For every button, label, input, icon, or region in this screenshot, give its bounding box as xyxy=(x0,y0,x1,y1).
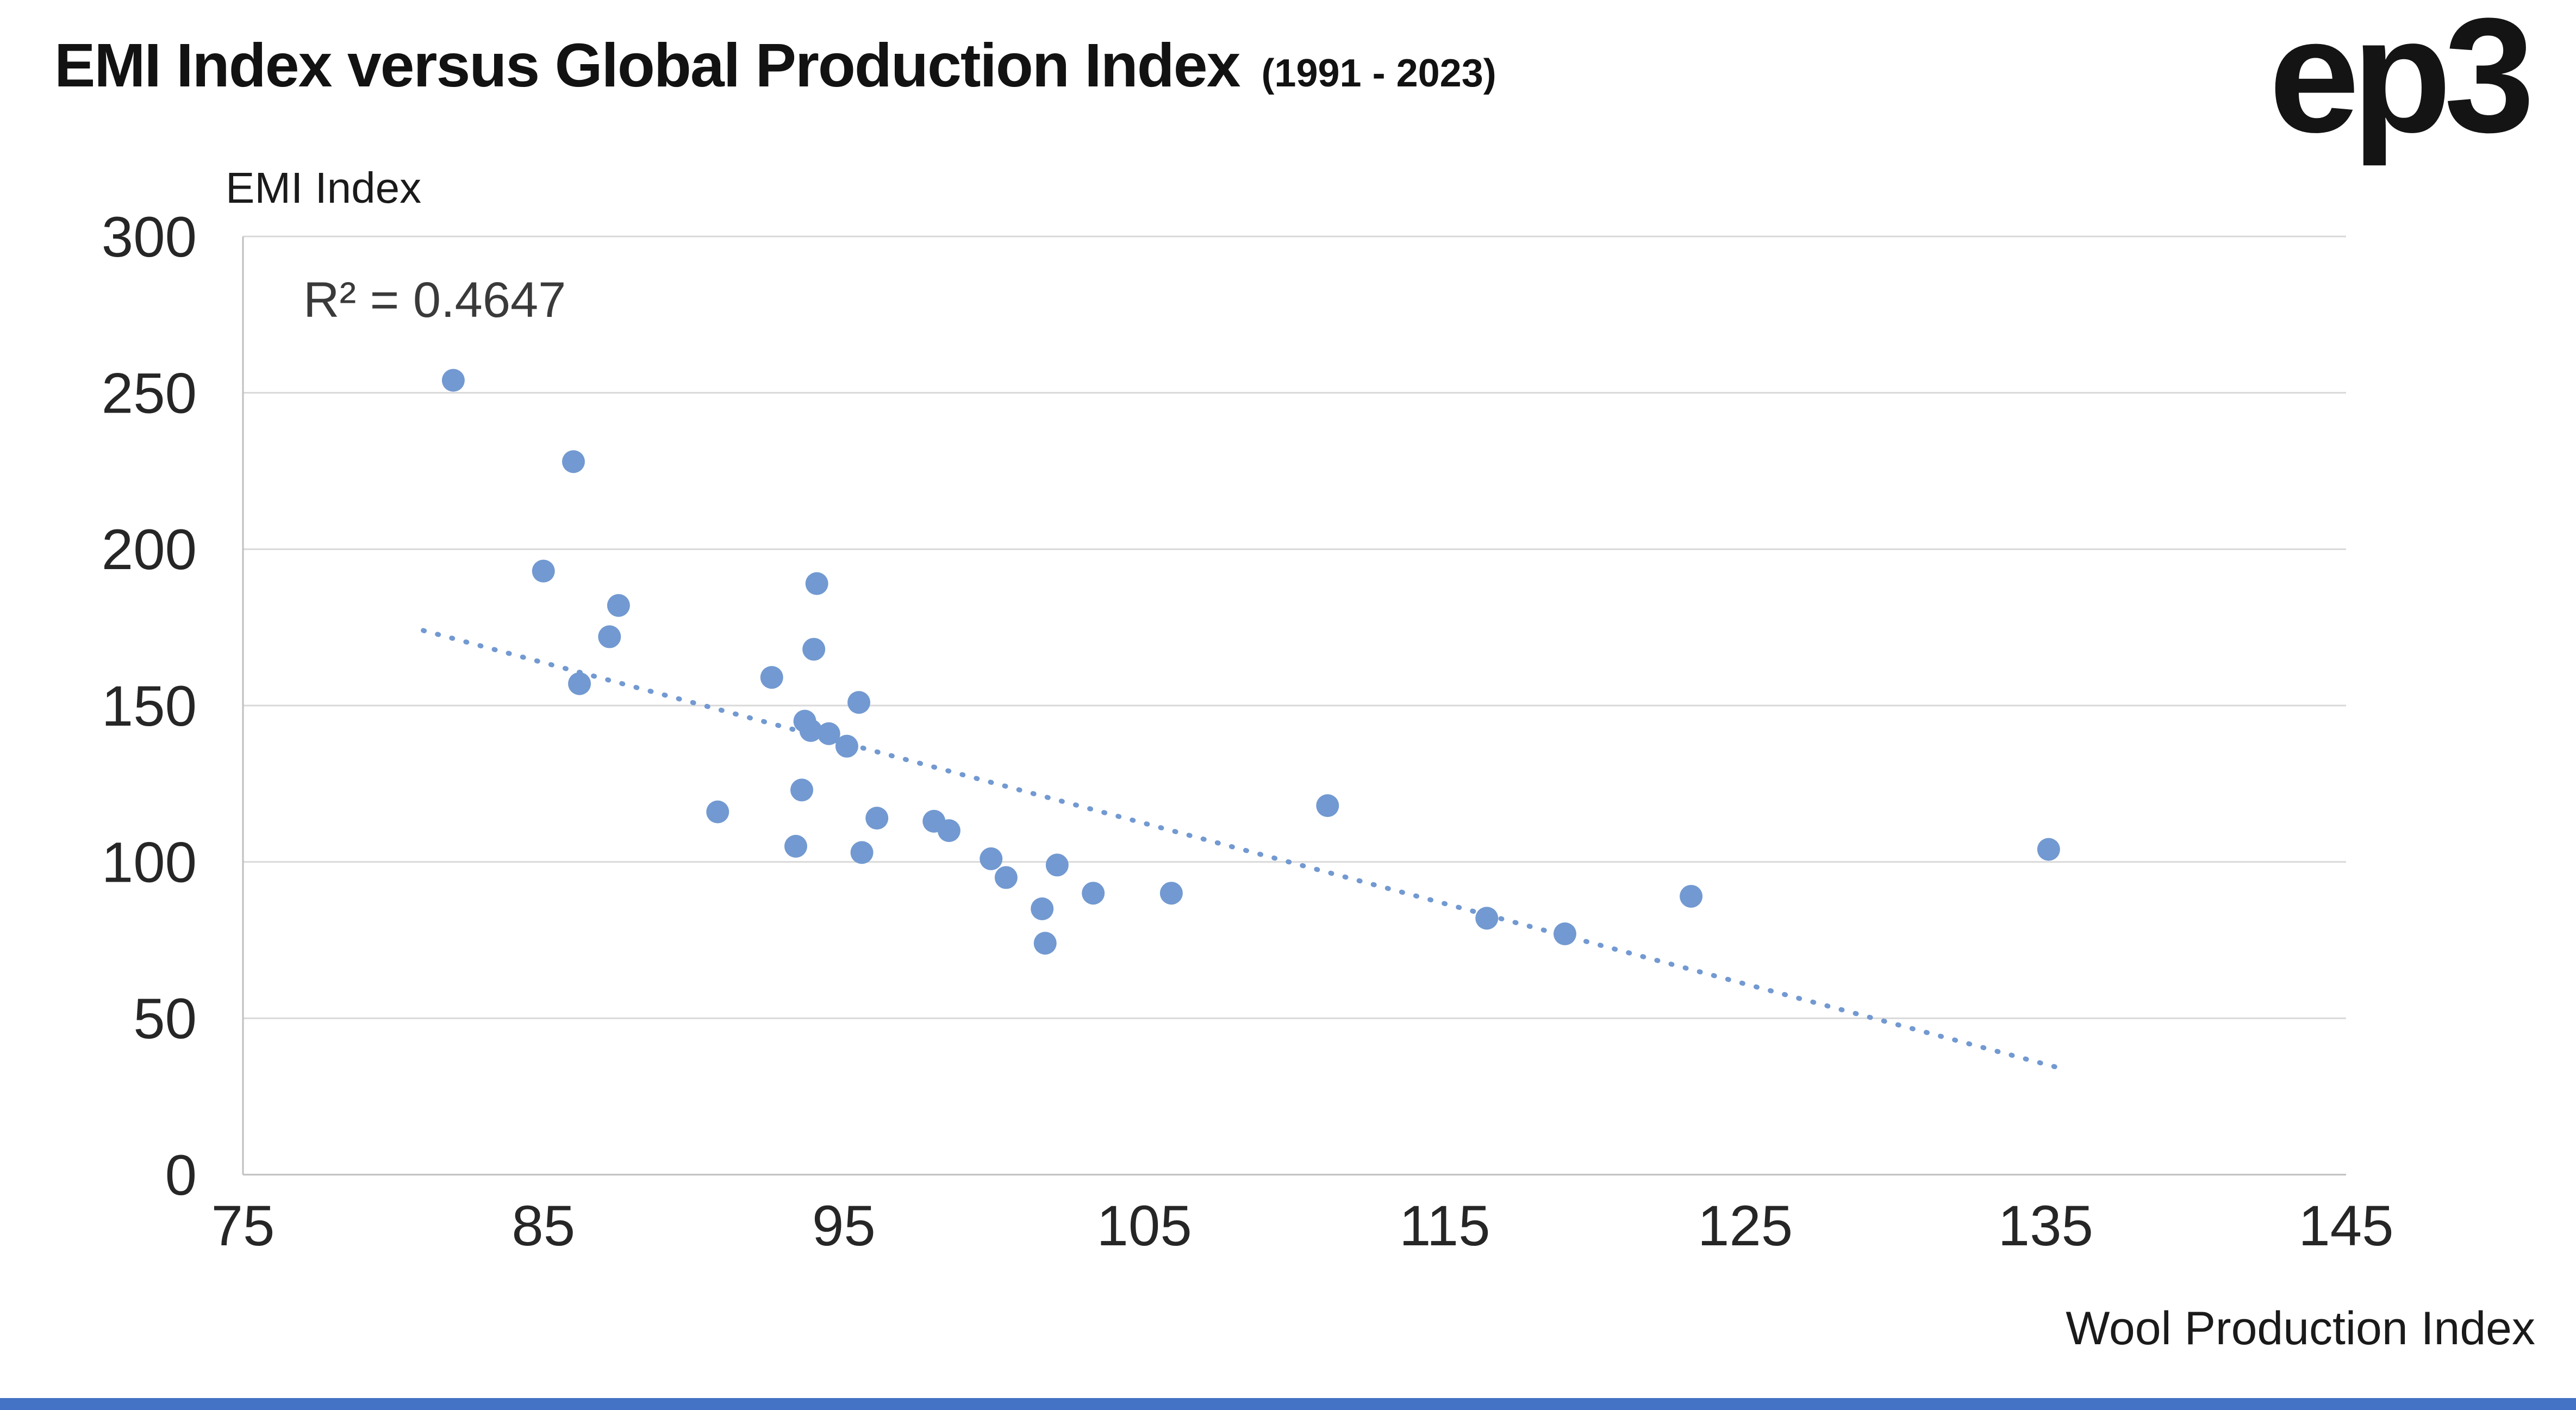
y-tick-label: 100 xyxy=(102,831,197,894)
data-point xyxy=(1680,884,1703,908)
data-point xyxy=(994,866,1018,889)
data-point xyxy=(1316,794,1339,818)
x-tick-label: 125 xyxy=(1698,1194,1793,1258)
data-point xyxy=(598,625,621,648)
y-tick-label: 50 xyxy=(133,987,197,1051)
r-squared-annotation: R² = 0.4647 xyxy=(303,272,566,328)
data-point xyxy=(441,369,465,392)
ep3-logo: ep3 xyxy=(2269,0,2535,166)
x-tick-label: 95 xyxy=(812,1194,876,1258)
data-point xyxy=(1045,853,1069,877)
data-point xyxy=(706,800,729,823)
chart-header: EMI Index versus Global Production Index… xyxy=(54,30,1496,101)
y-tick-label: 300 xyxy=(102,205,197,269)
data-point xyxy=(790,778,814,802)
x-tick-label: 75 xyxy=(211,1194,275,1258)
data-point xyxy=(568,672,591,695)
x-tick-label: 145 xyxy=(2298,1194,2393,1258)
y-axis-title: EMI Index xyxy=(226,164,422,212)
data-point xyxy=(817,722,840,745)
data-point xyxy=(562,450,585,473)
y-tick-label: 150 xyxy=(102,675,197,738)
chart-subtitle: (1991 - 2023) xyxy=(1261,52,1496,95)
data-point xyxy=(835,734,858,758)
data-point xyxy=(980,847,1003,870)
data-point xyxy=(850,841,874,864)
data-point xyxy=(847,691,871,714)
data-point xyxy=(805,572,828,595)
x-axis-title: Wool Production Index xyxy=(2066,1302,2535,1355)
data-point xyxy=(2037,838,2060,861)
data-point xyxy=(607,594,630,617)
data-point xyxy=(784,834,807,858)
y-tick-label: 250 xyxy=(102,361,197,425)
x-tick-label: 105 xyxy=(1097,1194,1192,1258)
data-point xyxy=(1031,897,1054,920)
data-point xyxy=(937,819,960,843)
data-point xyxy=(1082,882,1105,905)
data-point xyxy=(802,638,826,661)
data-point xyxy=(799,719,822,743)
x-tick-label: 85 xyxy=(512,1194,575,1258)
y-tick-label: 200 xyxy=(102,518,197,582)
data-point xyxy=(1553,922,1576,945)
data-point xyxy=(1475,907,1499,930)
y-tick-label: 0 xyxy=(165,1144,197,1207)
x-tick-label: 135 xyxy=(1998,1194,2093,1258)
data-point xyxy=(760,666,783,689)
data-point xyxy=(532,559,555,583)
x-tick-label: 115 xyxy=(1399,1194,1490,1258)
data-point xyxy=(1159,882,1183,905)
chart-title: EMI Index versus Global Production Index xyxy=(54,31,1240,99)
data-point xyxy=(1033,932,1057,955)
data-point xyxy=(865,807,889,830)
trendline xyxy=(421,628,2063,1071)
footer-accent-bar xyxy=(0,1398,2576,1410)
